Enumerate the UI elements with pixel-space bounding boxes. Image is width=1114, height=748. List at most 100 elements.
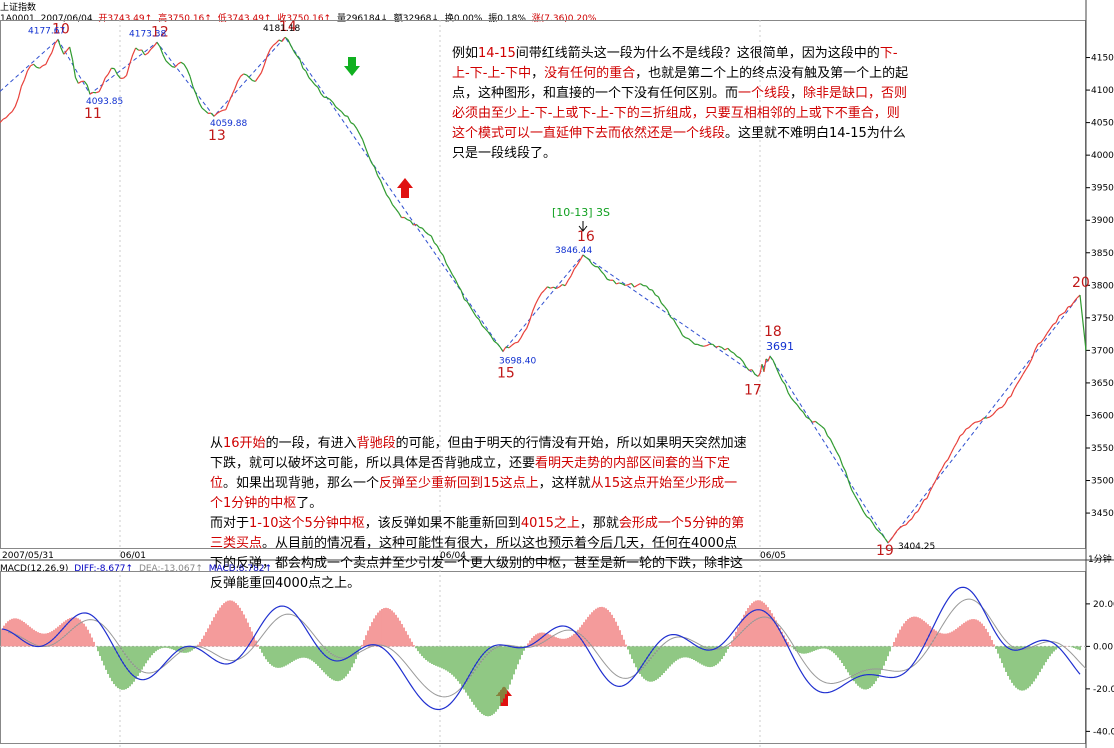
price-line-segment <box>932 479 937 486</box>
price-line-segment <box>582 254 587 258</box>
price-line-segment <box>246 74 250 79</box>
price-tick-label: 3900.00 <box>1091 216 1114 226</box>
note-top-segment: 14-15 <box>478 46 516 61</box>
price-line-segment <box>1004 397 1009 405</box>
price-line-segment <box>649 288 653 291</box>
price-line-segment <box>487 331 492 337</box>
index-code: 1A0001 <box>0 14 35 24</box>
price-line-segment <box>980 417 985 421</box>
date-label: 06/04 <box>440 551 466 561</box>
price-tick-label: 3700.00 <box>1091 346 1114 356</box>
price-line-segment <box>382 187 388 196</box>
price-line-segment <box>302 67 307 72</box>
price-line-segment <box>600 270 605 275</box>
price-line-segment <box>448 268 453 275</box>
price-tick-label: 3500.00 <box>1091 477 1114 487</box>
price-line-segment <box>812 420 816 423</box>
note-bottom-segment: 4015之上 <box>520 516 580 531</box>
price-line-segment <box>63 50 68 55</box>
price-line-segment <box>727 347 732 352</box>
price-line-segment <box>484 328 489 333</box>
note-bottom-segment: 的一段，有进入 <box>265 436 357 451</box>
price-line-segment <box>216 111 221 115</box>
price-line-segment <box>992 410 997 415</box>
price-line-segment <box>469 306 474 313</box>
pivot-label-11: 11 <box>84 106 102 122</box>
pivot-label-12: 12 <box>151 24 169 40</box>
price-tick-label: 3850.00 <box>1091 249 1114 259</box>
price-line-segment <box>781 380 786 385</box>
price-line-segment <box>386 194 390 199</box>
price-line-segment <box>827 435 831 440</box>
price-line-segment <box>938 468 943 474</box>
price-line-segment <box>388 198 394 205</box>
price-line-segment <box>442 255 447 264</box>
price-line-segment <box>338 108 343 113</box>
price-line-segment <box>329 98 334 103</box>
price-line-segment <box>344 115 348 117</box>
pivot-price-16: 3846.44 <box>555 246 592 256</box>
price-line-segment <box>935 473 940 481</box>
price-line-segment <box>808 418 813 423</box>
price-line-segment <box>1064 306 1069 313</box>
high-value: 高3750.16↑ <box>158 14 212 24</box>
note-bottom-segment: 看明天走势的内部区间套的当下定位 <box>210 456 731 491</box>
price-line-segment <box>920 499 925 506</box>
price-line-segment <box>941 462 946 469</box>
price-line-segment <box>950 447 955 454</box>
price-line-segment <box>784 384 789 394</box>
price-line-segment <box>514 341 518 344</box>
low-value: 低3743.49↑ <box>217 14 272 24</box>
price-line-segment <box>252 79 256 82</box>
price-line-segment <box>508 344 513 349</box>
price-line-segment <box>314 84 319 88</box>
macd-dea-line <box>7 598 1087 698</box>
price-line-segment <box>573 264 578 270</box>
price-line-segment <box>661 302 665 307</box>
price-line-segment <box>78 80 82 84</box>
price-tick-label: 4100.00 <box>1091 86 1114 96</box>
price-line-segment <box>526 320 531 329</box>
price-line-segment <box>998 406 1003 409</box>
price-line-segment <box>195 93 200 103</box>
price-line-segment <box>532 303 537 312</box>
price-line-segment <box>884 538 889 544</box>
price-line-segment <box>135 47 140 51</box>
price-line-segment <box>341 111 346 116</box>
pivot-price-18: 3691 <box>766 340 794 353</box>
price-line-segment <box>409 220 414 226</box>
price-line-segment <box>1067 305 1072 308</box>
quote-date: 2007/06/04 <box>40 14 93 24</box>
price-line-segment <box>854 495 859 501</box>
price-line-segment <box>802 411 807 418</box>
price-line-segment <box>556 286 560 290</box>
price-line-segment <box>57 39 62 48</box>
pivot-label-19: 19 <box>876 543 894 559</box>
price-line-segment <box>769 355 774 361</box>
price-line-segment <box>347 116 352 123</box>
price-line-segment <box>619 282 623 285</box>
price-line-segment <box>365 147 370 157</box>
pivot-price-13: 4059.88 <box>210 119 247 129</box>
price-line-segment <box>833 445 838 452</box>
price-line-segment <box>759 363 763 374</box>
price-line-segment <box>290 45 295 52</box>
price-line-segment <box>606 278 611 281</box>
price-line-segment <box>89 91 94 95</box>
note-top-segment: ， <box>790 86 804 101</box>
price-line-segment <box>679 329 684 336</box>
red-up-arrow <box>397 178 413 198</box>
rise-value: 涨(7.36)0.20% <box>531 14 597 24</box>
price-line-segment <box>929 485 934 492</box>
price-line-segment <box>541 289 545 294</box>
price-line-segment <box>787 392 792 399</box>
price-line-segment <box>739 357 744 362</box>
price-line-segment <box>857 500 862 507</box>
price-line-segment <box>902 524 907 527</box>
price-line-segment <box>535 297 540 305</box>
price-line-segment <box>436 245 441 253</box>
price-line-segment <box>621 283 626 286</box>
price-line-segment <box>965 427 970 430</box>
price-line-segment <box>523 328 528 333</box>
price-line-segment <box>69 46 74 60</box>
